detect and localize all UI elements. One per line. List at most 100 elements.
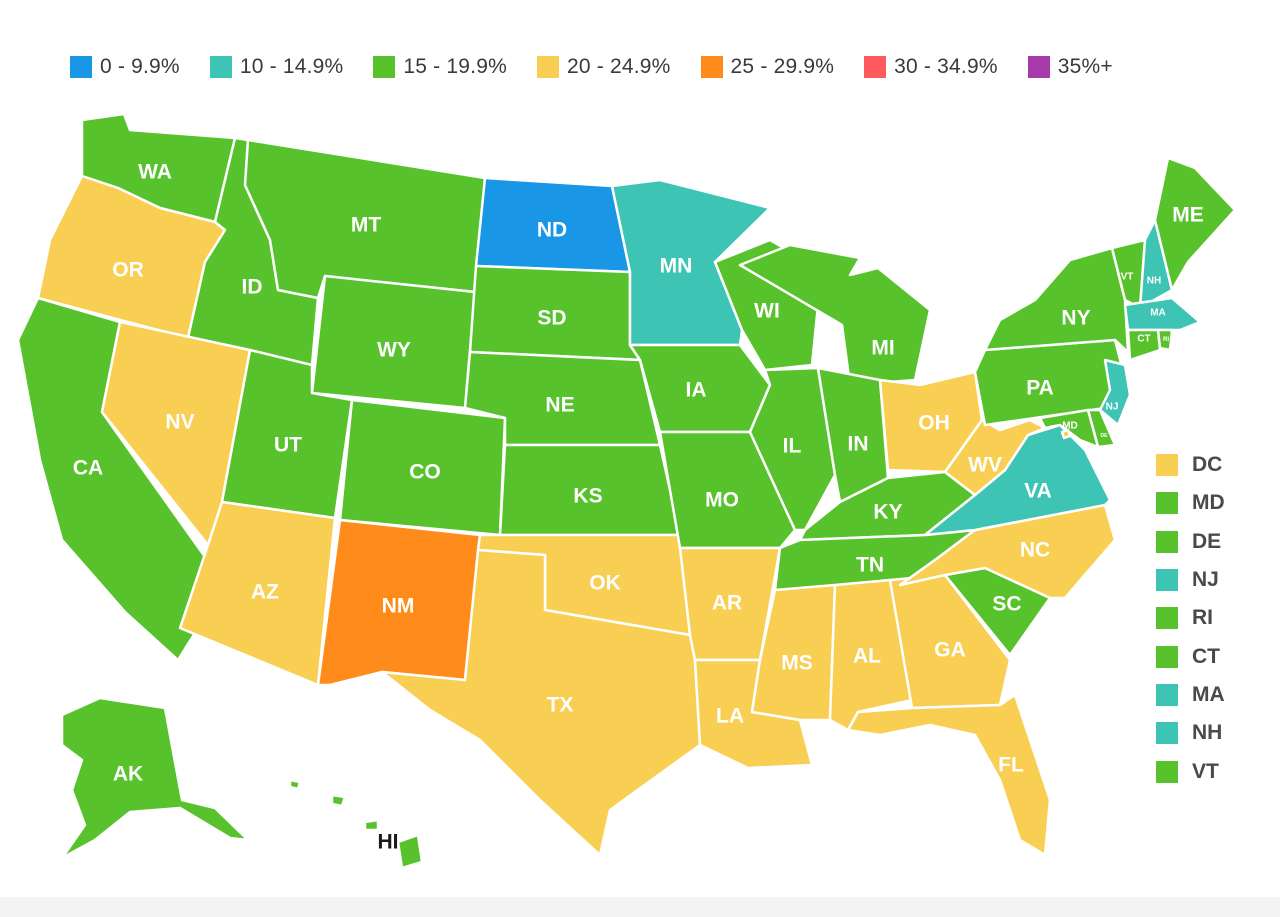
state-label-la: LA bbox=[716, 705, 744, 728]
state-label-oh: OH bbox=[918, 412, 950, 435]
east-legend-label: DE bbox=[1192, 529, 1222, 553]
state-label-pa: PA bbox=[1026, 377, 1054, 400]
legend-swatch bbox=[70, 56, 92, 78]
state-label-ia: IA bbox=[686, 379, 707, 402]
east-legend-label: MD bbox=[1192, 491, 1225, 515]
bottom-bar bbox=[0, 897, 1280, 917]
east-legend-swatch bbox=[1156, 722, 1178, 745]
state-label-vt: VT bbox=[1121, 272, 1134, 283]
state-hi[interactable] bbox=[288, 778, 424, 870]
state-dc[interactable] bbox=[1060, 428, 1072, 440]
state-label-nm: NM bbox=[382, 595, 415, 618]
state-label-ok: OK bbox=[589, 572, 621, 595]
legend-item-35-plus[interactable]: 35%+ bbox=[1027, 55, 1113, 79]
legend-item-30-34[interactable]: 30 - 34.9% bbox=[864, 55, 998, 79]
legend-swatch bbox=[864, 56, 887, 78]
state-ak[interactable] bbox=[60, 696, 250, 860]
east-legend-item-nj[interactable]: NJ bbox=[1156, 561, 1256, 599]
state-label-ct: CT bbox=[1137, 334, 1150, 345]
legend-swatch bbox=[373, 56, 396, 78]
state-label-hi: HI bbox=[378, 831, 399, 854]
map-legend: 0 - 9.9% 10 - 14.9% 15 - 19.9% 20 - 24.9… bbox=[70, 50, 1143, 84]
legend-item-10-14[interactable]: 10 - 14.9% bbox=[209, 55, 344, 79]
legend-item-25-29[interactable]: 25 - 29.9% bbox=[700, 55, 835, 79]
east-legend-item-md[interactable]: MD bbox=[1156, 484, 1256, 522]
state-label-nh: NH bbox=[1147, 276, 1161, 287]
legend-item-20-24[interactable]: 20 - 24.9% bbox=[536, 55, 671, 79]
legend-swatch bbox=[536, 56, 559, 78]
state-label-nj: NJ bbox=[1106, 402, 1119, 413]
legend-item-0-9[interactable]: 0 - 9.9% bbox=[70, 55, 180, 79]
state-label-ny: NY bbox=[1061, 307, 1090, 330]
state-label-wy: WY bbox=[377, 339, 411, 362]
state-label-md: MD bbox=[1062, 421, 1078, 432]
state-ct[interactable] bbox=[1126, 328, 1162, 362]
east-legend-swatch bbox=[1156, 530, 1178, 553]
state-label-de: DE bbox=[1101, 433, 1109, 439]
state-label-ri: RI bbox=[1163, 337, 1169, 343]
state-label-me: ME bbox=[1172, 204, 1204, 227]
state-az[interactable] bbox=[178, 500, 337, 687]
east-legend-item-ri[interactable]: RI bbox=[1156, 599, 1256, 637]
state-label-wa: WA bbox=[138, 161, 172, 184]
legend-label: 15 - 19.9% bbox=[403, 55, 507, 78]
east-legend-label: NJ bbox=[1192, 568, 1219, 592]
legend-label: 25 - 29.9% bbox=[730, 55, 835, 78]
state-label-tx: TX bbox=[547, 694, 574, 717]
state-label-ak: AK bbox=[113, 763, 143, 786]
state-tx[interactable] bbox=[380, 548, 702, 857]
state-nj[interactable] bbox=[1098, 358, 1132, 427]
state-md[interactable] bbox=[1038, 408, 1100, 449]
state-label-ut: UT bbox=[274, 434, 302, 457]
state-label-mn: MN bbox=[660, 255, 693, 278]
east-legend-item-ct[interactable]: CT bbox=[1156, 637, 1256, 675]
east-legend-label: RI bbox=[1192, 606, 1213, 630]
state-mi[interactable] bbox=[738, 243, 932, 387]
legend-label: 35%+ bbox=[1057, 55, 1113, 78]
state-mo[interactable] bbox=[658, 430, 797, 550]
state-label-ca: CA bbox=[73, 457, 103, 480]
state-label-wi: WI bbox=[754, 300, 780, 323]
east-legend-swatch bbox=[1156, 760, 1178, 783]
east-legend-item-vt[interactable]: VT bbox=[1156, 752, 1256, 790]
legend-swatch bbox=[1027, 56, 1050, 78]
east-legend-label: NH bbox=[1192, 721, 1223, 745]
state-label-id: ID bbox=[242, 276, 263, 299]
east-legend-item-dc[interactable]: DC bbox=[1156, 446, 1256, 484]
state-label-ga: GA bbox=[934, 639, 966, 662]
state-label-sd: SD bbox=[537, 307, 566, 330]
legend-item-15-19[interactable]: 15 - 19.9% bbox=[373, 55, 507, 79]
state-label-nv: NV bbox=[165, 411, 194, 434]
state-label-al: AL bbox=[853, 645, 881, 668]
legend-swatch bbox=[700, 56, 723, 78]
state-label-co: CO bbox=[409, 461, 441, 484]
east-legend-item-nh[interactable]: NH bbox=[1156, 714, 1256, 752]
state-label-mi: MI bbox=[871, 337, 894, 360]
legend-label: 30 - 34.9% bbox=[894, 55, 998, 78]
state-label-or: OR bbox=[112, 259, 144, 282]
east-legend-label: MA bbox=[1192, 682, 1225, 706]
east-legend-swatch bbox=[1156, 569, 1178, 592]
east-legend-item-de[interactable]: DE bbox=[1156, 523, 1256, 561]
state-label-ky: KY bbox=[873, 501, 902, 524]
state-ma[interactable] bbox=[1123, 296, 1202, 332]
state-label-mt: MT bbox=[351, 214, 381, 237]
state-label-va: VA bbox=[1024, 480, 1052, 503]
east-legend-swatch bbox=[1156, 683, 1178, 706]
state-label-ma: MA bbox=[1150, 308, 1166, 319]
state-label-il: IL bbox=[783, 435, 802, 458]
state-label-nd: ND bbox=[537, 219, 567, 242]
east-legend-swatch bbox=[1156, 607, 1178, 630]
state-label-wv: WV bbox=[968, 454, 1002, 477]
state-ny[interactable] bbox=[983, 246, 1130, 354]
state-label-ks: KS bbox=[573, 485, 602, 508]
state-fl[interactable] bbox=[846, 693, 1052, 857]
state-label-nc: NC bbox=[1020, 539, 1050, 562]
east-legend-item-ma[interactable]: MA bbox=[1156, 676, 1256, 714]
state-label-ar: AR bbox=[712, 592, 742, 615]
state-me[interactable] bbox=[1153, 156, 1237, 292]
legend-label: 20 - 24.9% bbox=[566, 55, 671, 78]
east-states-legend: DC MD DE NJ RI CT MA NH VT bbox=[1156, 446, 1256, 791]
state-label-ms: MS bbox=[781, 652, 813, 675]
